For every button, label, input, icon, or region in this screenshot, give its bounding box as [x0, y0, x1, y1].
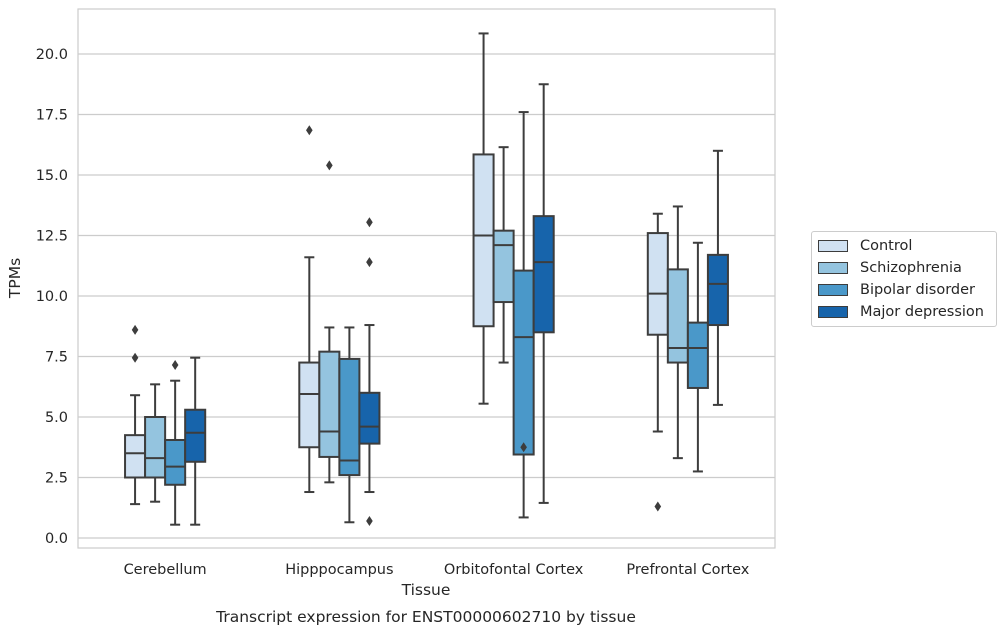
y-tick-label: 10.0	[36, 289, 68, 305]
legend-label: Bipolar disorder	[860, 282, 975, 298]
legend-item-bipolar-disorder: Bipolar disorder	[818, 281, 975, 299]
legend: Control Schizophrenia Bipolar disorder M…	[811, 231, 997, 327]
box-body	[124, 434, 147, 479]
legend-label: Control	[860, 238, 913, 254]
box	[512, 111, 535, 519]
box	[144, 383, 167, 503]
outlier-point	[366, 257, 373, 268]
box-body	[706, 253, 729, 327]
box-body	[318, 350, 341, 458]
y-tick-label: 12.5	[36, 229, 68, 245]
box-body	[144, 416, 167, 479]
y-tick-label: 2.5	[45, 471, 68, 487]
legend-swatch	[818, 306, 848, 318]
outlier-point	[366, 516, 373, 527]
legend-swatch	[818, 240, 848, 252]
outlier-point	[326, 160, 333, 171]
box-body	[358, 391, 381, 445]
x-tick-label: Hipppocampus	[285, 562, 393, 578]
box-body	[472, 153, 495, 328]
box-body	[512, 269, 535, 456]
box	[184, 356, 207, 526]
box	[706, 149, 729, 406]
y-tick-label: 7.5	[45, 350, 68, 366]
outlier-point	[171, 359, 179, 370]
boxes	[124, 32, 729, 527]
box-body	[184, 408, 207, 463]
outlier-point	[131, 324, 139, 335]
legend-label: Schizophrenia	[860, 260, 962, 276]
x-tick-label: Orbitofontal Cortex	[444, 562, 584, 578]
box-body	[338, 357, 361, 477]
x-tick-label: Cerebellum	[124, 562, 207, 578]
box	[472, 32, 495, 405]
outlier-point	[306, 125, 313, 136]
box	[492, 146, 515, 364]
box-body	[532, 215, 555, 334]
box	[298, 125, 321, 494]
box-body	[164, 438, 187, 486]
box-body	[686, 321, 709, 389]
y-tick-labels: 0.0 2.5 5.0 7.5 10.0 12.5 15.0 17.5 20.0	[36, 47, 68, 547]
box-body	[666, 268, 689, 364]
legend-item-major-depression: Major depression	[818, 303, 984, 321]
y-tick-label: 20.0	[36, 47, 68, 63]
x-tick-label: Prefrontal Cortex	[626, 562, 749, 578]
y-tick-label: 15.0	[36, 168, 68, 184]
y-tick-label: 17.5	[36, 108, 68, 124]
x-axis-label: Tissue	[401, 581, 451, 599]
box-body	[646, 232, 669, 336]
x-tick-labels: Cerebellum Hipppocampus Orbitofontal Corte…	[124, 562, 750, 578]
box	[358, 217, 381, 527]
y-tick-label: 5.0	[45, 410, 68, 426]
y-tick-label: 0.0	[45, 531, 68, 547]
box	[532, 83, 555, 504]
chart-title: Transcript expression for ENST0000060271…	[215, 608, 636, 626]
legend-swatch	[818, 284, 848, 296]
legend-item-schizophrenia: Schizophrenia	[818, 259, 962, 277]
outlier-point	[131, 352, 139, 363]
box	[666, 205, 689, 460]
legend-item-control: Control	[818, 237, 912, 255]
legend-swatch	[818, 262, 848, 274]
outlier-point	[366, 217, 373, 228]
outlier-point	[520, 442, 527, 453]
y-axis-label: TPMs	[6, 258, 24, 299]
box-body	[492, 229, 515, 304]
outlier-point	[654, 501, 662, 512]
box-body	[298, 361, 321, 449]
box	[686, 241, 709, 473]
legend-label: Major depression	[860, 304, 984, 320]
